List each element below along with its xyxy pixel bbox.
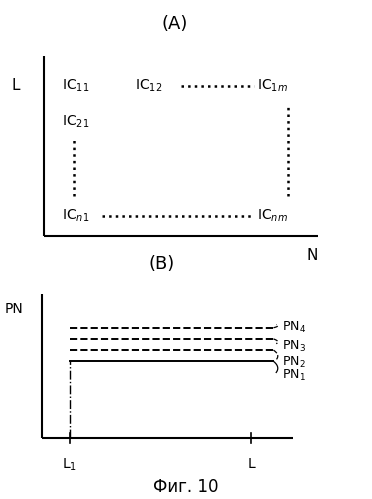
Text: (B): (B)	[149, 255, 175, 273]
Text: PN$_1$: PN$_1$	[282, 368, 305, 383]
Text: Фиг. 10: Фиг. 10	[153, 478, 219, 496]
Text: IC$_{n1}$: IC$_{n1}$	[62, 208, 89, 224]
Text: PN$_2$: PN$_2$	[282, 355, 305, 370]
Text: L: L	[247, 457, 255, 471]
Text: N: N	[307, 248, 318, 263]
Text: L: L	[12, 78, 20, 93]
Text: PN$_3$: PN$_3$	[282, 339, 306, 354]
Text: PN: PN	[4, 301, 23, 315]
Text: IC$_{nm}$: IC$_{nm}$	[257, 208, 288, 224]
Text: L$_1$: L$_1$	[62, 457, 77, 474]
Text: IC$_{1m}$: IC$_{1m}$	[257, 78, 288, 94]
Text: IC$_{12}$: IC$_{12}$	[135, 78, 163, 94]
Text: PN$_4$: PN$_4$	[282, 320, 306, 335]
Text: IC$_{21}$: IC$_{21}$	[62, 114, 89, 130]
Text: IC$_{11}$: IC$_{11}$	[62, 78, 89, 94]
Text: (A): (A)	[162, 15, 188, 33]
